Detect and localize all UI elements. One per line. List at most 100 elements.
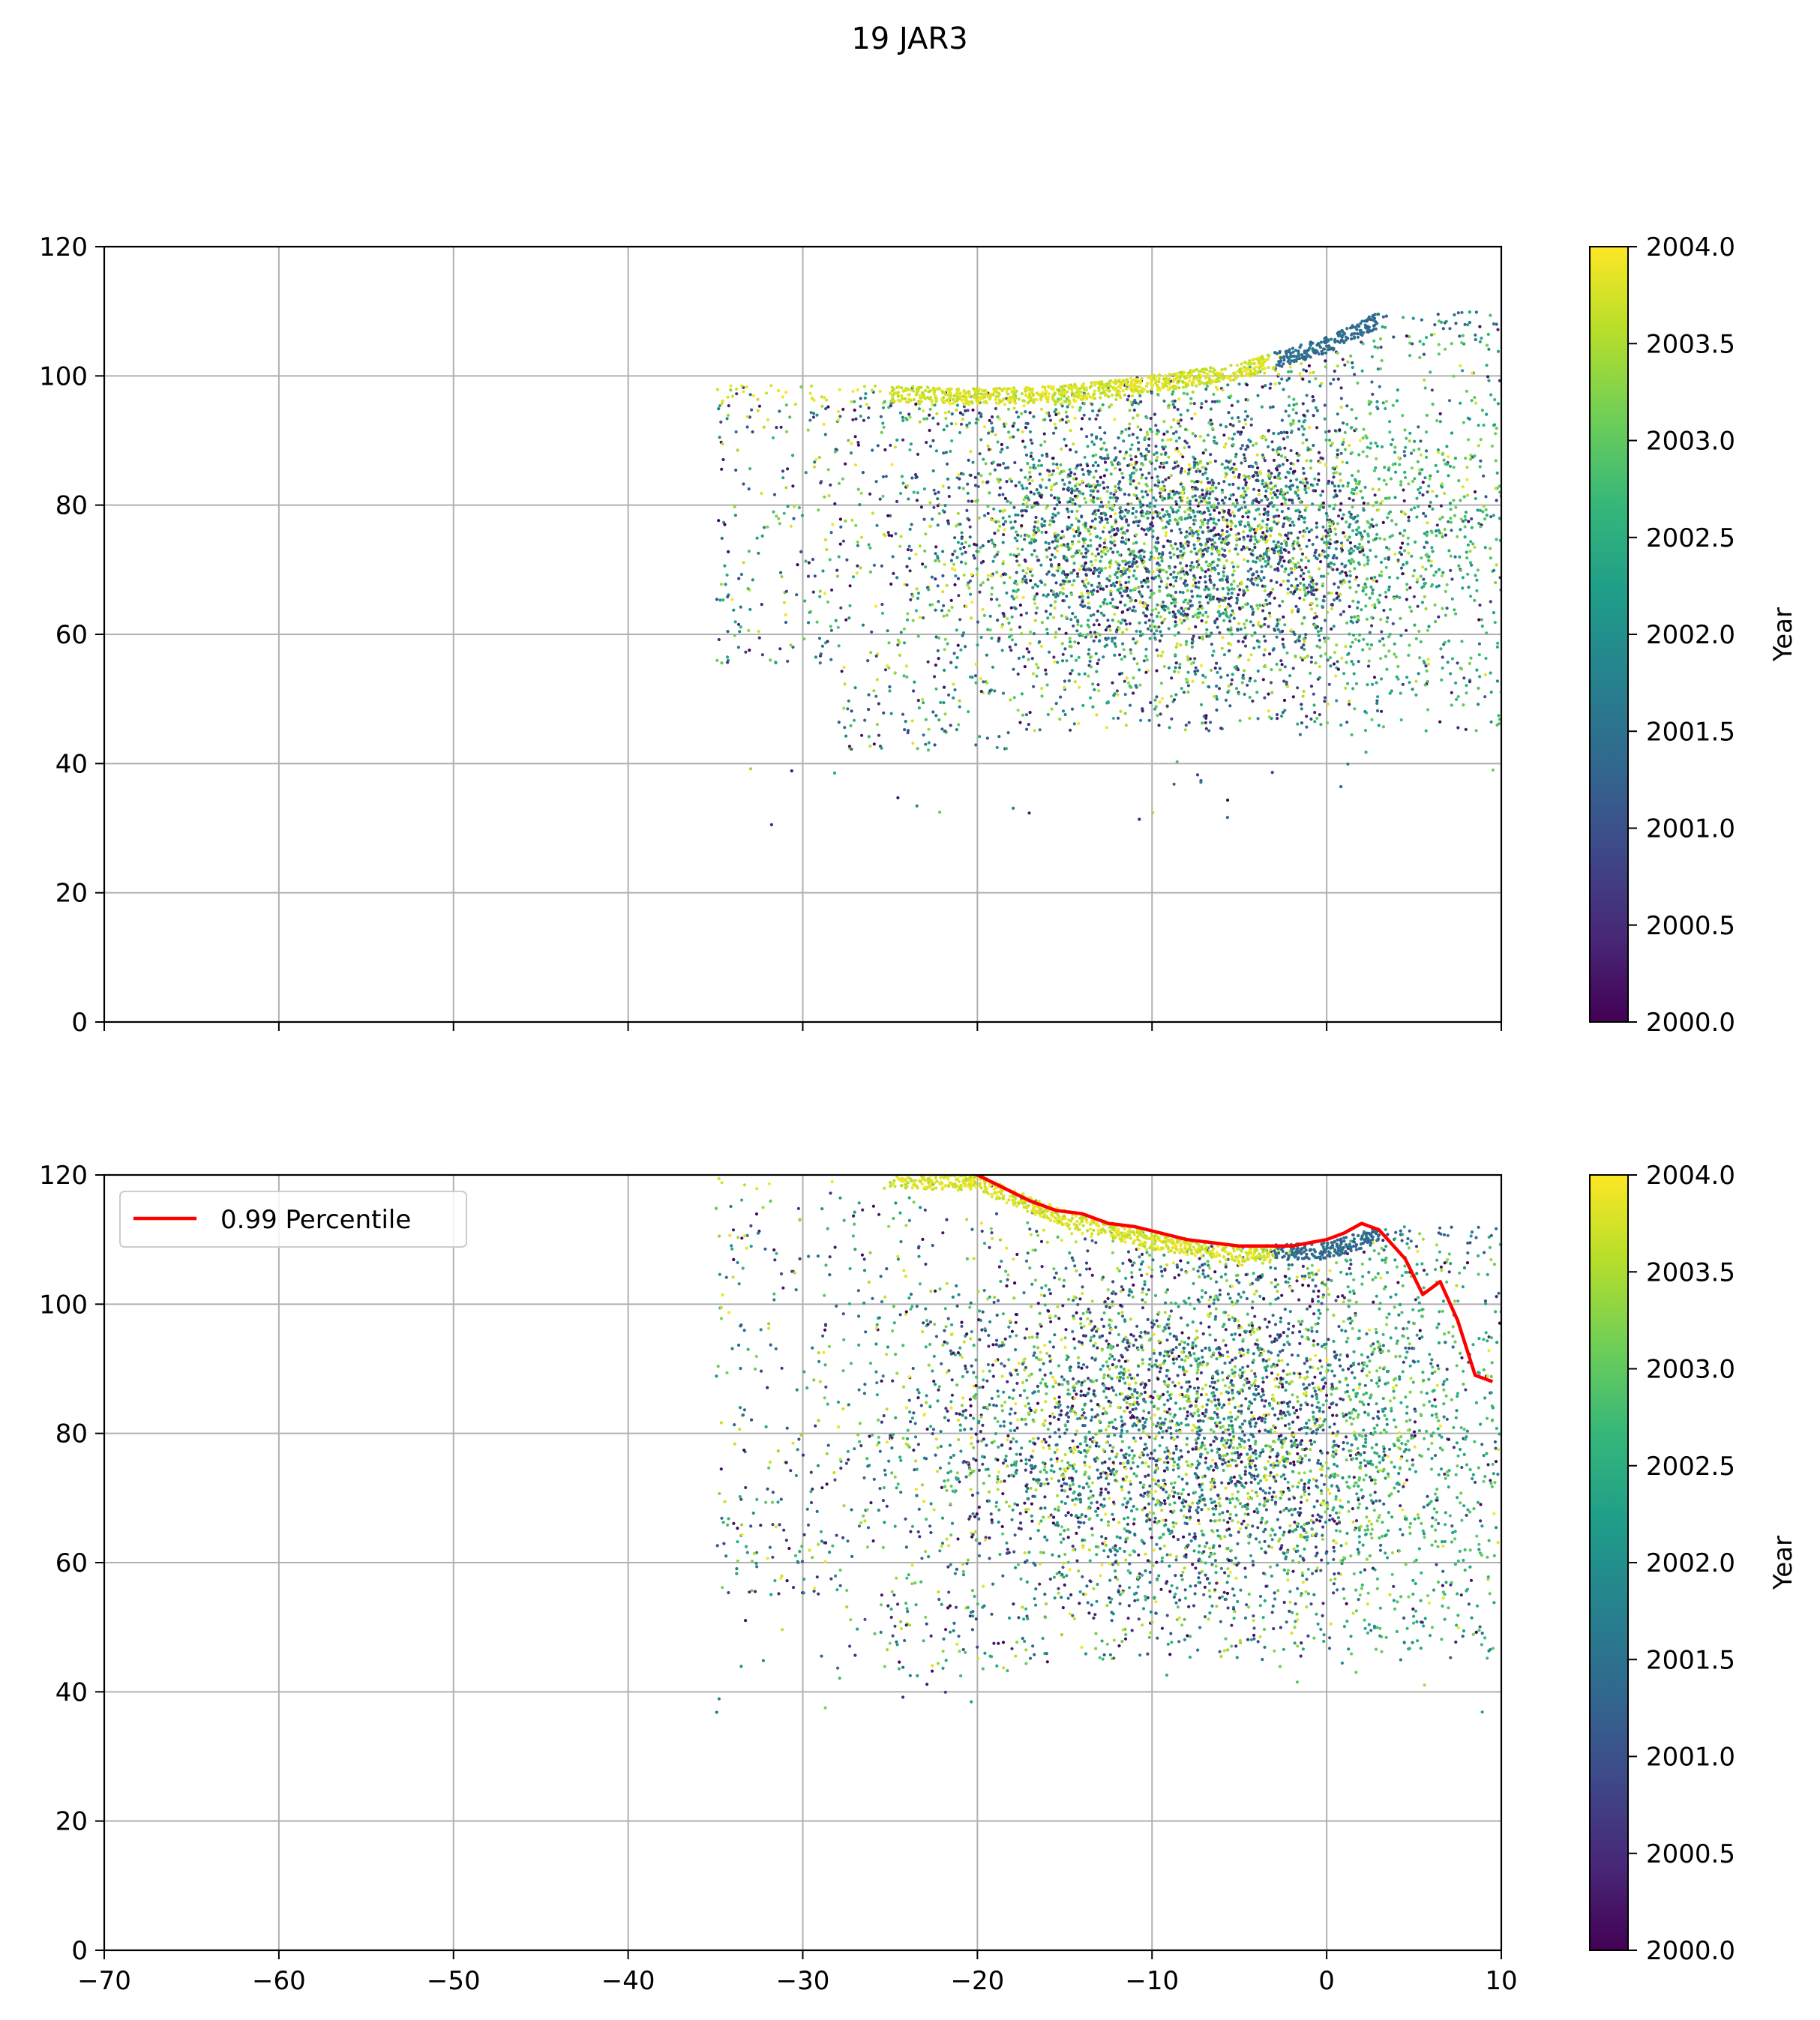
scatter-point [1379, 657, 1383, 661]
scatter-point [1126, 561, 1130, 565]
scatter-point [1229, 628, 1233, 632]
scatter-point [1038, 494, 1042, 498]
scatter-point [1162, 466, 1165, 469]
scatter-point [1510, 506, 1513, 509]
scatter-point [1072, 528, 1075, 532]
scatter-point [1409, 610, 1414, 613]
scatter-point [1450, 657, 1455, 661]
scatter-point [1217, 610, 1221, 613]
scatter-point [739, 605, 742, 609]
scatter-point [1351, 505, 1354, 509]
scatter-point [1408, 354, 1412, 358]
scatter-point [1221, 598, 1225, 602]
scatter-point [1103, 431, 1107, 435]
scatter-point [1092, 613, 1096, 616]
scatter-point [934, 492, 937, 496]
scatter-point [1275, 522, 1279, 526]
scatter-point [1069, 448, 1072, 452]
scatter-point [1153, 707, 1157, 711]
scatter-point [1158, 491, 1162, 495]
scatter-point [998, 486, 1002, 490]
scatter-point [1426, 530, 1429, 534]
scatter-point [1410, 466, 1414, 470]
scatter-point [1054, 539, 1057, 543]
scatter-point [1396, 677, 1400, 681]
scatter-point [1232, 611, 1236, 616]
scatter-point [953, 688, 957, 692]
scatter-point [979, 677, 982, 681]
scatter-point [1364, 592, 1368, 596]
scatter-point [1256, 466, 1260, 470]
scatter-point [848, 604, 852, 608]
scatter-point [1237, 382, 1241, 386]
scatter-point [882, 532, 886, 536]
scatter-point [1279, 431, 1284, 435]
scatter-point [1019, 613, 1023, 617]
scatter-point [1239, 433, 1243, 436]
scatter-point [1366, 562, 1369, 566]
scatter-point [1325, 541, 1329, 544]
scatter-point [1015, 410, 1018, 414]
scatter-point [1263, 696, 1267, 700]
scatter-point [1395, 595, 1399, 598]
scatter-point [1437, 451, 1441, 454]
scatter-point [1171, 390, 1175, 394]
scatter-point [1300, 568, 1303, 572]
scatter-point [1498, 484, 1501, 488]
scatter-point [1307, 530, 1311, 534]
scatter-point [1106, 619, 1110, 622]
scatter-point [1075, 482, 1079, 486]
scatter-point [1106, 700, 1110, 705]
scatter-point [1304, 565, 1308, 570]
scatter-point [1309, 580, 1313, 584]
scatter-point [946, 477, 950, 481]
scatter-point [1188, 502, 1192, 506]
scatter-point [1459, 568, 1462, 572]
scatter-point [1388, 607, 1393, 612]
scatter-point [1462, 703, 1465, 707]
scatter-point [1094, 453, 1098, 457]
scatter-point [1105, 505, 1109, 508]
scatter-point [1418, 656, 1422, 660]
scatter-point [1052, 616, 1056, 619]
scatter-point [1336, 453, 1339, 457]
scatter-point [1229, 520, 1233, 523]
scatter-point [1204, 471, 1207, 475]
scatter-point [975, 567, 979, 571]
scatter-point [1159, 580, 1163, 583]
scatter-point [1045, 486, 1048, 490]
scatter-point [1084, 578, 1088, 582]
scatter-point [1167, 627, 1171, 631]
scatter-point [849, 724, 853, 728]
scatter-point [1255, 691, 1259, 694]
scatter-point [1123, 589, 1127, 593]
scatter-point [736, 646, 741, 649]
scatter-point [1025, 501, 1029, 505]
scatter-point [1418, 471, 1422, 475]
scatter-point [1430, 531, 1434, 535]
scatter-point [1050, 553, 1054, 557]
scatter-point [1315, 615, 1318, 619]
scatter-point [1246, 515, 1250, 519]
scatter-point [1444, 589, 1447, 594]
scatter-point [1175, 520, 1179, 523]
scatter-point [1219, 727, 1223, 730]
scatter-point [1093, 631, 1097, 634]
scatter-point [1053, 410, 1057, 414]
scatter-point [1426, 708, 1430, 712]
scatter-point [1353, 567, 1357, 571]
scatter-point [1389, 477, 1393, 481]
scatter-point [1318, 384, 1322, 388]
scatter-point [1049, 604, 1053, 607]
scatter-point [949, 422, 954, 426]
scatter-point [1456, 311, 1460, 315]
scatter-point [1139, 400, 1143, 404]
scatter-point [888, 689, 892, 693]
scatter-point [1321, 490, 1324, 493]
scatter-point [1046, 593, 1050, 597]
scatter-point [1066, 405, 1069, 409]
scatter-point [1411, 342, 1414, 346]
scatter-point [1025, 494, 1029, 498]
scatter-point [1399, 480, 1403, 484]
scatter-point [861, 471, 865, 475]
